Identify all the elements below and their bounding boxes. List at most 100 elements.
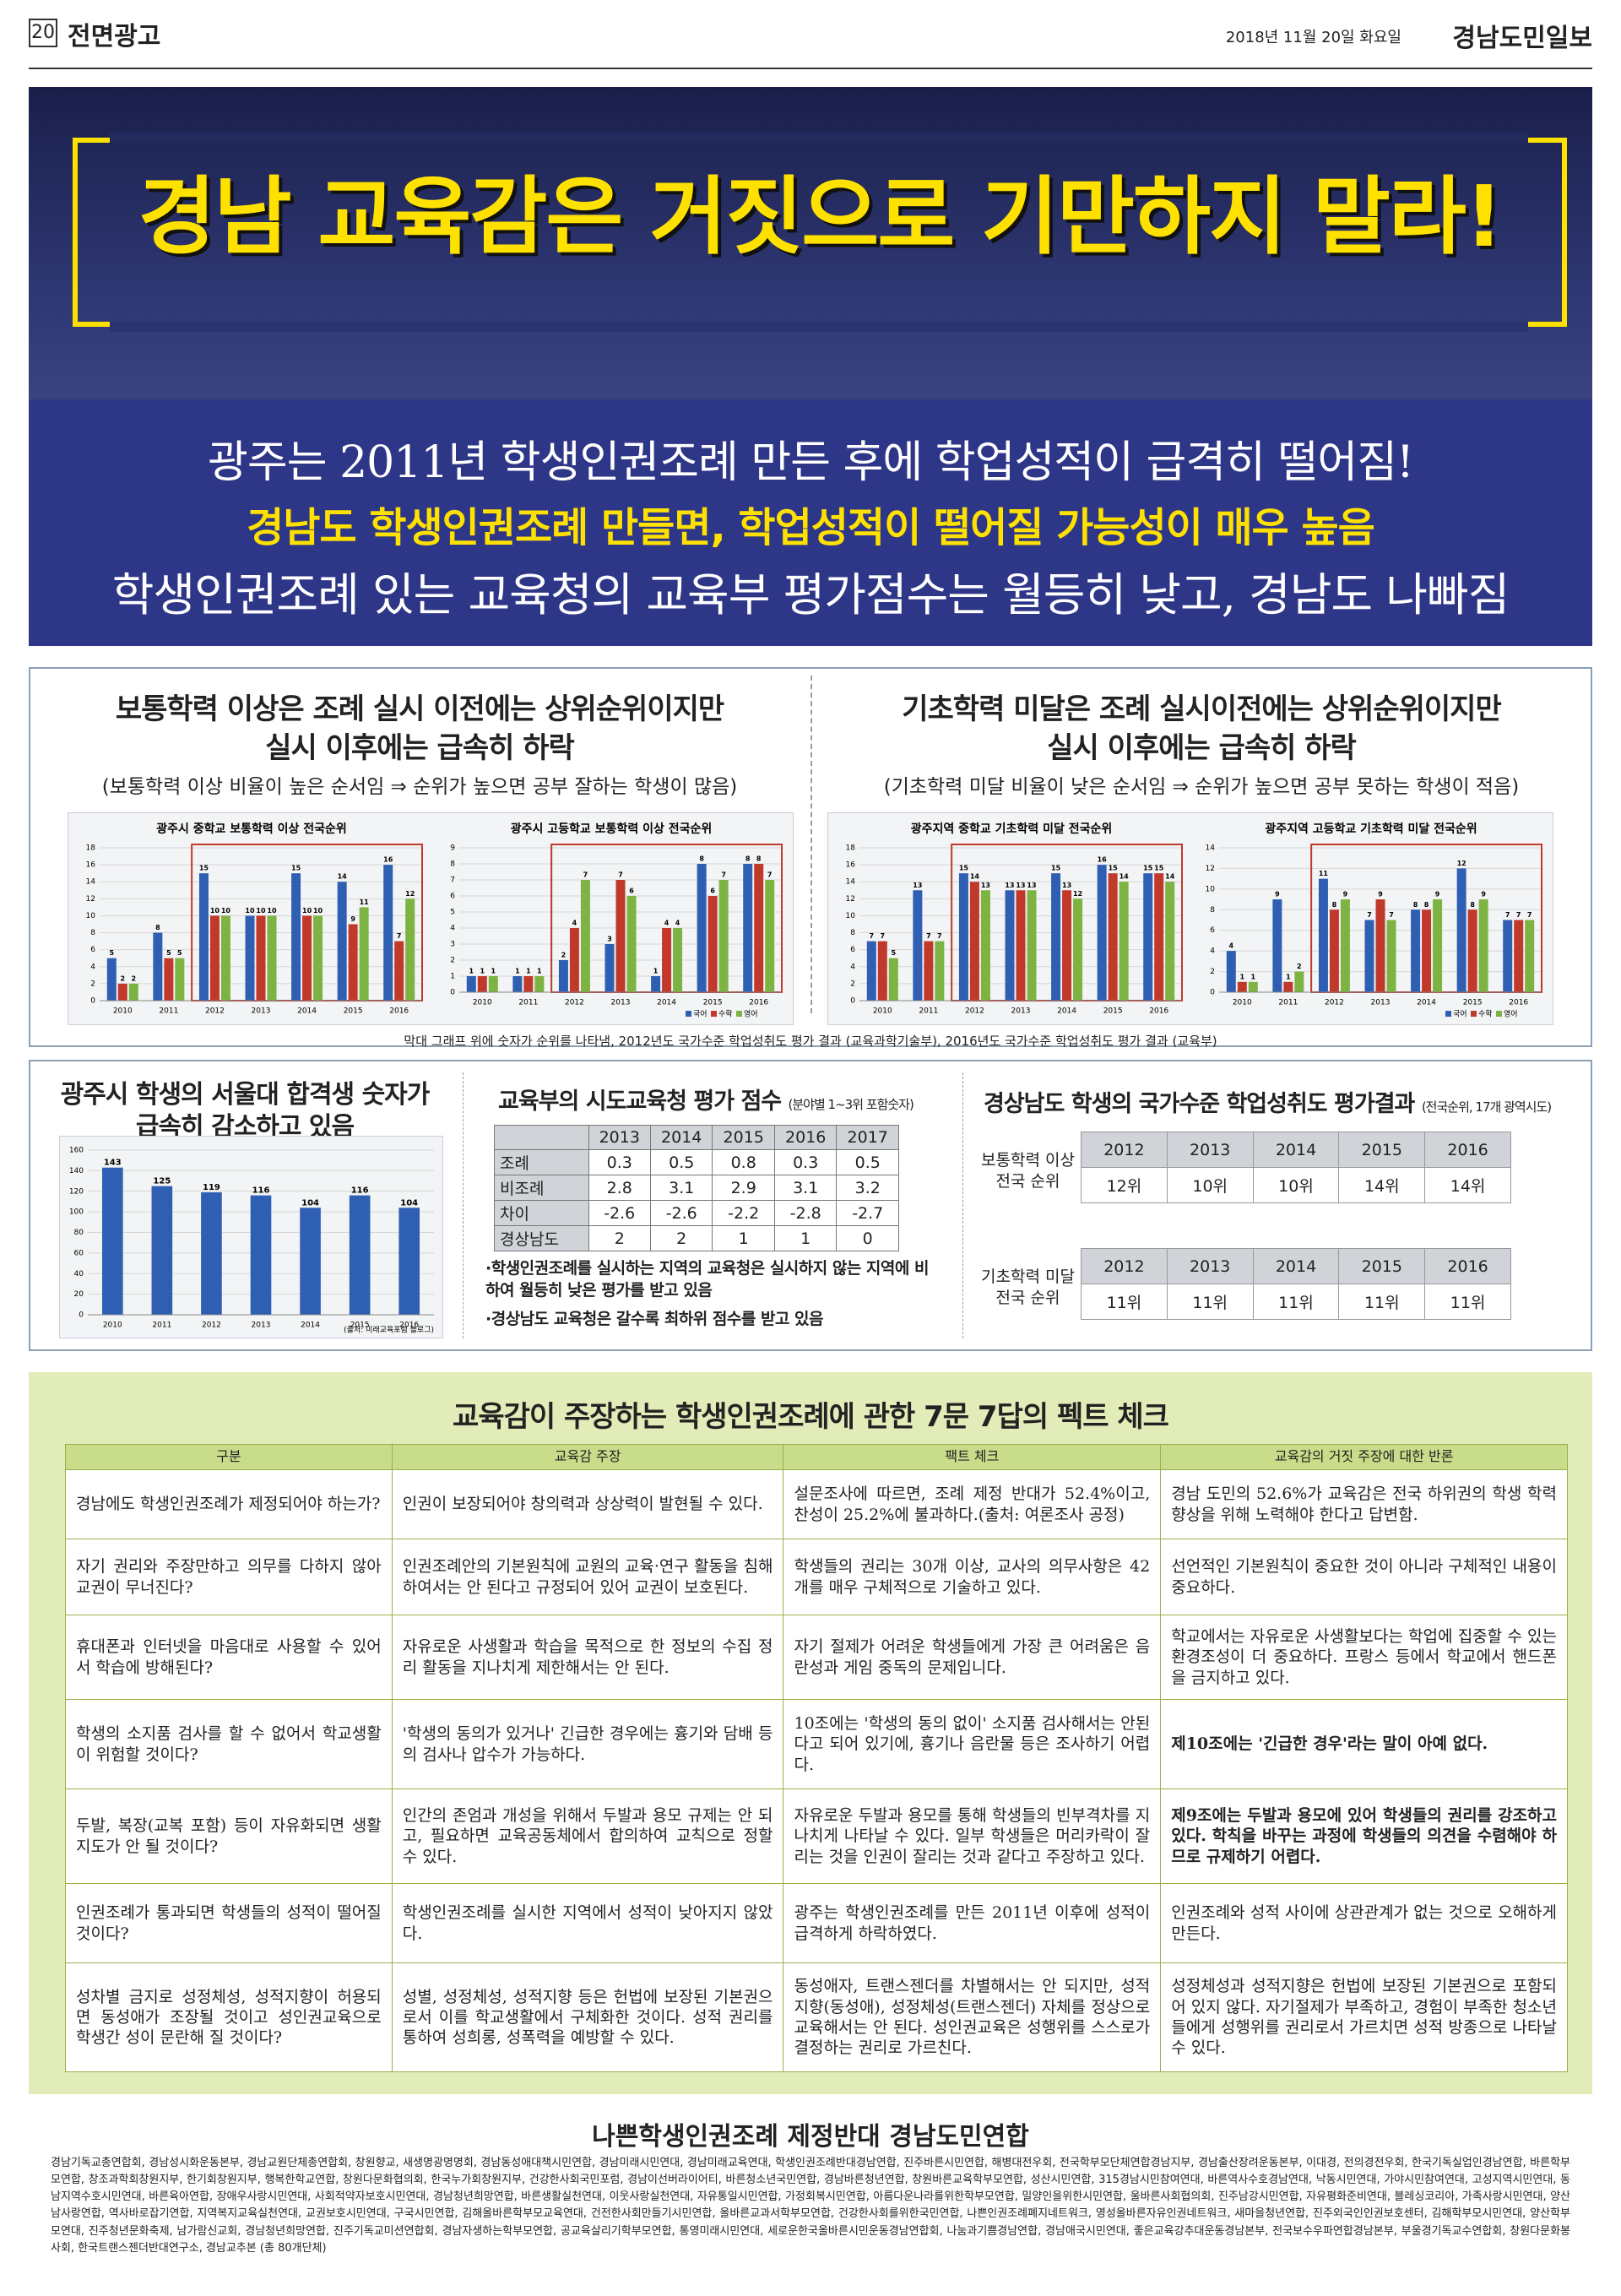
- bar: [1525, 920, 1535, 992]
- y-tick-label: 14: [846, 878, 856, 887]
- y-tick-label: 40: [74, 1270, 84, 1278]
- group-label: 기초학력 미달 전국 순위: [981, 1267, 1075, 1307]
- bar: [980, 890, 990, 1001]
- bar: [1340, 899, 1350, 992]
- table-cell: 2.8: [588, 1175, 651, 1201]
- caption: 막대 그래프 위에 숫자가 순위를 나타냄, 2012년도 국가수준 학업성취도…: [404, 1034, 1217, 1049]
- chart-title: 광주지역 중학교 기초학력 미달 전국순위: [911, 822, 1112, 836]
- table-row: 경상남도 2 2 1 1 0: [494, 1225, 899, 1251]
- bar: [1433, 899, 1443, 992]
- data-label: 1: [1286, 973, 1291, 980]
- x-tick-label: 2014: [301, 1322, 320, 1330]
- bar: [201, 1191, 222, 1315]
- answer-cell: 선언적인 기본원칙이 중요한 것이 아니라 구체적인 내용이 중요하다.: [1160, 1539, 1568, 1615]
- x-tick-label: 2011: [518, 999, 538, 1007]
- rank-row: 12위 10위 10위 14위 14위: [1081, 1167, 1511, 1203]
- y-tick-label: 10: [86, 912, 96, 920]
- data-label: 7: [937, 932, 942, 940]
- header-rule: [29, 68, 1592, 69]
- headline: 광주는 2011년 학생인권조례 만든 후에 학업성적이 급격히 떨어짐!: [208, 437, 1414, 488]
- y-tick-label: 10: [846, 912, 856, 920]
- legend-label: 영어: [1504, 1010, 1518, 1019]
- year-cell: 2013: [1166, 1248, 1254, 1284]
- header-row: 2013 2014 2015 2016 2017: [494, 1125, 899, 1150]
- bar: [512, 976, 523, 992]
- x-tick-label: 2011: [159, 1007, 178, 1016]
- source-note: (출처: 미래교육포럼 블로그): [344, 1325, 434, 1335]
- y-tick-label: 140: [69, 1167, 84, 1175]
- answer-cell: 학교에서는 자유로운 사생활보다는 학업에 집중할 수 있는 환경조성이 더 중…: [1160, 1615, 1568, 1700]
- data-label: 3: [607, 936, 612, 943]
- fact-check-table: 구분 교육감 주장 팩트 체크 교육감의 거짓 주장에 대한 반론 경남에도 학생인권조…: [65, 1444, 1568, 2072]
- column-header: 교육감 주장: [391, 1444, 784, 1470]
- bar: [256, 915, 266, 1001]
- rank-cell: 14위: [1338, 1167, 1426, 1203]
- x-tick-label: 2014: [1057, 1007, 1076, 1016]
- table-cell: -2.6: [649, 1200, 713, 1226]
- chart-title: 광주시 고등학교 보통학력 이상 전국순위: [511, 822, 712, 836]
- bar-chart: 0 20 40 60 80 100 120 140 160 2010 143 2011 125 2012 1…: [69, 1147, 434, 1335]
- y-tick-label: 18: [846, 844, 856, 853]
- bar: [1051, 873, 1061, 1001]
- table-cell: -2.2: [712, 1200, 775, 1226]
- table-title: 교육부의 시도교육청 평가 점수 (분야별 1~3위 포함숫자): [498, 1083, 914, 1115]
- question-cell: 두발, 복장(교복 포함) 등이 자유화되면 생활지도가 안 될 것이다?: [65, 1788, 393, 1884]
- data-label: 7: [1367, 911, 1372, 919]
- year-cell: 2015: [1338, 1132, 1426, 1168]
- data-label: 16: [1098, 856, 1108, 864]
- data-label: 4: [664, 920, 670, 927]
- y-tick-label: 100: [69, 1208, 84, 1217]
- question-cell: 휴대폰과 인터넷을 마음대로 사용할 수 있어서 학습에 방해된다?: [65, 1615, 393, 1700]
- bar: [1456, 868, 1466, 992]
- bar: [267, 915, 277, 1001]
- y-tick-label: 3: [450, 941, 455, 949]
- table-cell: 0.3: [773, 1149, 838, 1175]
- rank-section: [29, 667, 1592, 1047]
- data-label: 8: [1413, 901, 1418, 909]
- bar: [220, 915, 230, 1001]
- bar: [1248, 981, 1258, 992]
- bar: [523, 976, 534, 992]
- group-label: 보통학력 이상 전국 순위: [981, 1151, 1075, 1191]
- bar: [405, 898, 415, 1001]
- data-label: 8: [1332, 901, 1337, 909]
- answer-cell: 동성애자, 트랜스젠더를 차별해서는 안 되지만, 성적지향(동성애), 성정체…: [783, 1962, 1162, 2072]
- column-header: 구분: [65, 1444, 393, 1470]
- data-label: 14: [1165, 873, 1175, 881]
- data-label: 10: [302, 907, 312, 915]
- x-tick-label: 2011: [152, 1322, 171, 1330]
- data-label: 15: [1143, 865, 1153, 872]
- bar: [1073, 898, 1083, 1001]
- table-row: 비조례 2.8 3.1 2.9 3.1 3.2: [494, 1175, 899, 1201]
- bar: [1467, 909, 1477, 992]
- bar: [1329, 909, 1339, 992]
- bar: [175, 958, 185, 1001]
- data-label: 104: [301, 1198, 319, 1208]
- issue-date: 2018년 11월 20일 화요일: [1225, 29, 1401, 46]
- bar: [1154, 873, 1164, 1001]
- data-label: 7: [926, 932, 931, 940]
- answer-cell: 성별, 성정체성, 성적지향 등은 헌법에 보장된 기본권으로서 이를 학교생활…: [391, 1962, 784, 2072]
- y-tick-label: 7: [450, 877, 455, 885]
- y-tick-label: 6: [450, 893, 455, 901]
- data-label: 116: [351, 1186, 369, 1196]
- data-label: 1: [526, 968, 531, 975]
- rank-table: 2012 2013 2014 2015 2016 11위 11위 11위 11위 11위: [1081, 1248, 1511, 1320]
- section-note: (보통학력 이상 비율이 높은 순서임 ⇒ 순위가 높으면 공부 잘하는 학생이…: [101, 776, 738, 798]
- bar: [398, 1208, 420, 1315]
- data-label: 7: [1527, 911, 1532, 919]
- y-tick-label: 10: [1206, 885, 1216, 893]
- y-tick-label: 2: [450, 957, 455, 965]
- x-tick-label: 2010: [113, 1007, 133, 1016]
- answer-cell: 학생들의 권리는 30개 이상, 교사의 의무사항은 42개를 매우 구체적으로…: [783, 1539, 1162, 1615]
- rank-cell: 12위: [1081, 1167, 1168, 1203]
- row-label: 비조례: [494, 1175, 589, 1201]
- data-label: 6: [710, 887, 715, 895]
- bar: [558, 960, 568, 992]
- x-tick-label: 2011: [919, 1007, 938, 1016]
- header-row: 구분 교육감 주장 팩트 체크 교육감의 거짓 주장에 대한 반론: [65, 1444, 1568, 1470]
- x-tick-label: 2015: [1103, 1007, 1123, 1016]
- data-label: 6: [629, 887, 634, 895]
- section-name: 전면광고: [68, 22, 161, 52]
- bracket-gap-bottom: [110, 322, 1528, 332]
